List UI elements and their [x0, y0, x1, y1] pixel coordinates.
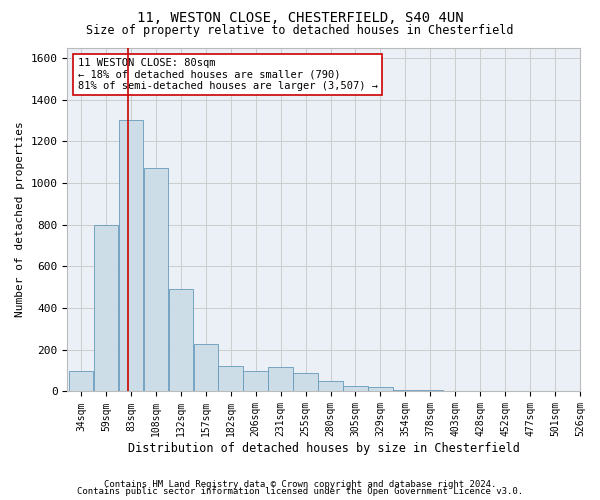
- Bar: [393, 390, 418, 392]
- Bar: [69, 370, 93, 392]
- Bar: [318, 381, 343, 392]
- Bar: [293, 372, 318, 392]
- Bar: [368, 388, 392, 392]
- Bar: [268, 368, 293, 392]
- Bar: [94, 224, 118, 392]
- Bar: [418, 390, 443, 392]
- Text: 11 WESTON CLOSE: 80sqm
← 18% of detached houses are smaller (790)
81% of semi-de: 11 WESTON CLOSE: 80sqm ← 18% of detached…: [77, 58, 377, 91]
- Bar: [218, 366, 243, 392]
- Text: Contains public sector information licensed under the Open Government Licence v3: Contains public sector information licen…: [77, 488, 523, 496]
- Bar: [194, 344, 218, 392]
- Bar: [169, 290, 193, 392]
- Text: Contains HM Land Registry data © Crown copyright and database right 2024.: Contains HM Land Registry data © Crown c…: [104, 480, 496, 489]
- Bar: [119, 120, 143, 392]
- Text: Size of property relative to detached houses in Chesterfield: Size of property relative to detached ho…: [86, 24, 514, 37]
- Bar: [143, 168, 168, 392]
- Text: 11, WESTON CLOSE, CHESTERFIELD, S40 4UN: 11, WESTON CLOSE, CHESTERFIELD, S40 4UN: [137, 11, 463, 25]
- X-axis label: Distribution of detached houses by size in Chesterfield: Distribution of detached houses by size …: [128, 442, 520, 455]
- Bar: [343, 386, 368, 392]
- Y-axis label: Number of detached properties: Number of detached properties: [15, 122, 25, 318]
- Bar: [244, 370, 268, 392]
